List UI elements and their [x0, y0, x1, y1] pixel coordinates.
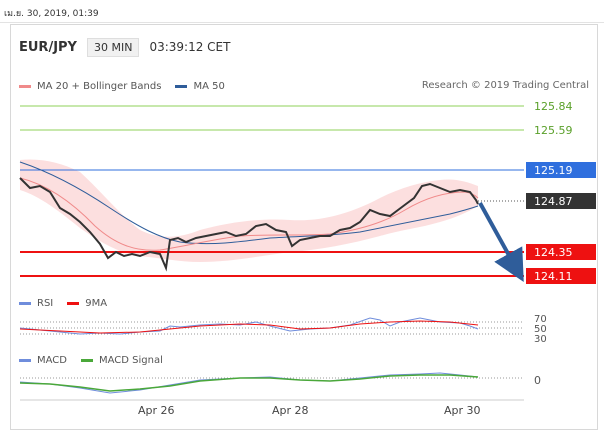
time-label: 03:39:12 CET: [149, 40, 231, 54]
main-legend: MA 20 + Bollinger Bands MA 50: [19, 81, 225, 92]
level-tag-124.11: [526, 268, 596, 284]
macd-legend: MACD MACD Signal: [19, 355, 163, 366]
level-tag-124.35: [526, 244, 596, 260]
macd-signal-line: [19, 374, 479, 392]
pair-label: EUR/JPY: [19, 39, 77, 55]
level-label-125.84: 125.84: [534, 100, 573, 113]
timeframe-button[interactable]: 30 MIN: [86, 37, 140, 57]
macd-signal-swatch-icon: [80, 359, 93, 362]
macd-swatch-icon: [19, 359, 31, 362]
x-label-apr26: Apr 26: [138, 404, 175, 417]
level-tag-125.19: [526, 162, 596, 178]
level-label-124.11: 124.11: [534, 270, 573, 283]
9ma-legend-label: 9MA: [85, 298, 108, 309]
credit-label: Research © 2019 Trading Central: [421, 80, 589, 91]
ma50-swatch-icon: [175, 85, 188, 88]
ma50-line: [19, 161, 479, 245]
chart-header: EUR/JPY 30 MIN 03:39:12 CET: [19, 37, 230, 57]
ma50-legend-label: MA 50: [193, 81, 225, 92]
x-label-apr30: Apr 30: [444, 404, 481, 417]
timestamp: เม.ย. 30, 2019, 01:39: [4, 9, 99, 19]
level-label-125.19: 125.19: [534, 164, 573, 177]
rsi-swatch-icon: [19, 302, 31, 305]
level-label-124.87: 124.87: [534, 195, 573, 208]
level-tag-124.87: [526, 193, 596, 209]
ma20-swatch-icon: [19, 85, 31, 88]
bollinger-band: [20, 159, 478, 262]
macd-tick-0: 0: [534, 374, 541, 387]
macd-line: [19, 372, 479, 394]
top-bar: เม.ย. 30, 2019, 01:39: [0, 0, 604, 23]
ma20-line: [19, 177, 479, 251]
macd-legend-label: MACD: [37, 355, 67, 366]
rsi-line: [19, 317, 479, 335]
forecast-arrow: [478, 202, 524, 282]
level-label-125.59: 125.59: [534, 124, 573, 137]
rsi-9ma-line: [19, 320, 479, 334]
level-label-124.35: 124.35: [534, 246, 573, 259]
price-candles: [19, 177, 479, 272]
ma20-legend-label: MA 20 + Bollinger Bands: [37, 81, 162, 92]
rsi-legend: RSI 9MA: [19, 298, 107, 309]
rsi-tick-30: 30: [534, 334, 547, 345]
rsi-tick-70: 70: [534, 314, 547, 325]
macd-signal-legend-label: MACD Signal: [98, 355, 163, 366]
rsi-legend-label: RSI: [37, 298, 54, 309]
9ma-swatch-icon: [67, 302, 80, 305]
rsi-tick-50: 50: [534, 324, 547, 335]
x-label-apr28: Apr 28: [272, 404, 309, 417]
